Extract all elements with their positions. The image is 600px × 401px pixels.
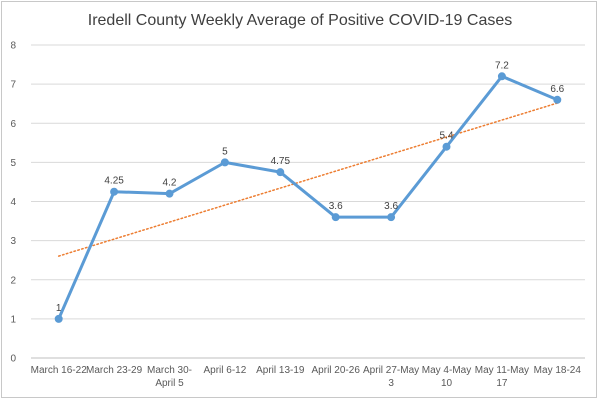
y-tick-label: 1	[10, 314, 16, 325]
chart-title: Iredell County Weekly Average of Positiv…	[88, 12, 513, 29]
x-tick-label: May 4-May	[422, 365, 471, 376]
x-tick-label: March 16-22	[31, 365, 88, 376]
x-tick-label: March 23-29	[86, 365, 143, 376]
y-tick-label: 3	[10, 236, 16, 247]
trendline-line	[57, 102, 559, 257]
gridlines	[31, 44, 585, 359]
x-tick-label: March 30-	[147, 365, 192, 376]
data-point	[442, 142, 451, 151]
x-tick-label: 10	[441, 378, 453, 389]
y-tick-label: 5	[10, 158, 16, 169]
data-point	[553, 95, 562, 104]
data-point	[110, 187, 119, 196]
trendline	[57, 102, 559, 257]
x-tick-label: April 5	[155, 378, 184, 389]
x-tick-label: May 18-24	[534, 365, 582, 376]
x-tick-label: May 11-May	[475, 365, 529, 376]
data-label: 3.6	[384, 201, 398, 212]
y-tick-label: 4	[10, 197, 16, 208]
data-point	[497, 72, 506, 81]
data-label: 5	[222, 146, 228, 157]
data-labels: 14.25 4.254.753.6 3.65.47.26.6	[56, 60, 565, 314]
series-line	[57, 74, 559, 321]
data-label: 4.25	[104, 176, 124, 187]
y-axis: 0 1 2 3 4 5 6 7 8	[10, 41, 16, 365]
y-tick-label: 2	[10, 275, 16, 286]
series	[54, 72, 562, 323]
data-label: 6.6	[550, 84, 564, 95]
data-point	[54, 314, 63, 323]
x-tick-label: April 6-12	[203, 365, 246, 376]
y-tick-label: 7	[10, 80, 16, 91]
x-tick-label: April 27-May	[363, 365, 419, 376]
data-label: 5.4	[440, 131, 454, 142]
x-tick-label: April 20-26	[312, 365, 361, 376]
data-label: 7.2	[495, 60, 509, 71]
x-tick-label: 17	[496, 378, 508, 389]
data-label: 4.2	[163, 178, 177, 189]
y-tick-label: 0	[10, 354, 16, 365]
x-axis: March 16-22 March 23-29 March 30- April 5 Ap…	[31, 365, 582, 389]
data-point	[331, 213, 340, 222]
x-tick-label: 3	[388, 378, 394, 389]
data-point	[387, 213, 396, 222]
data-label: 3.6	[329, 201, 343, 212]
data-label: 4.75	[271, 156, 291, 167]
y-tick-label: 8	[10, 41, 16, 52]
data-point	[165, 189, 174, 198]
data-point	[220, 158, 229, 167]
data-point	[276, 168, 285, 177]
y-tick-label: 6	[10, 119, 16, 130]
data-label: 1	[56, 303, 62, 314]
x-tick-label: April 13-19	[256, 365, 305, 376]
